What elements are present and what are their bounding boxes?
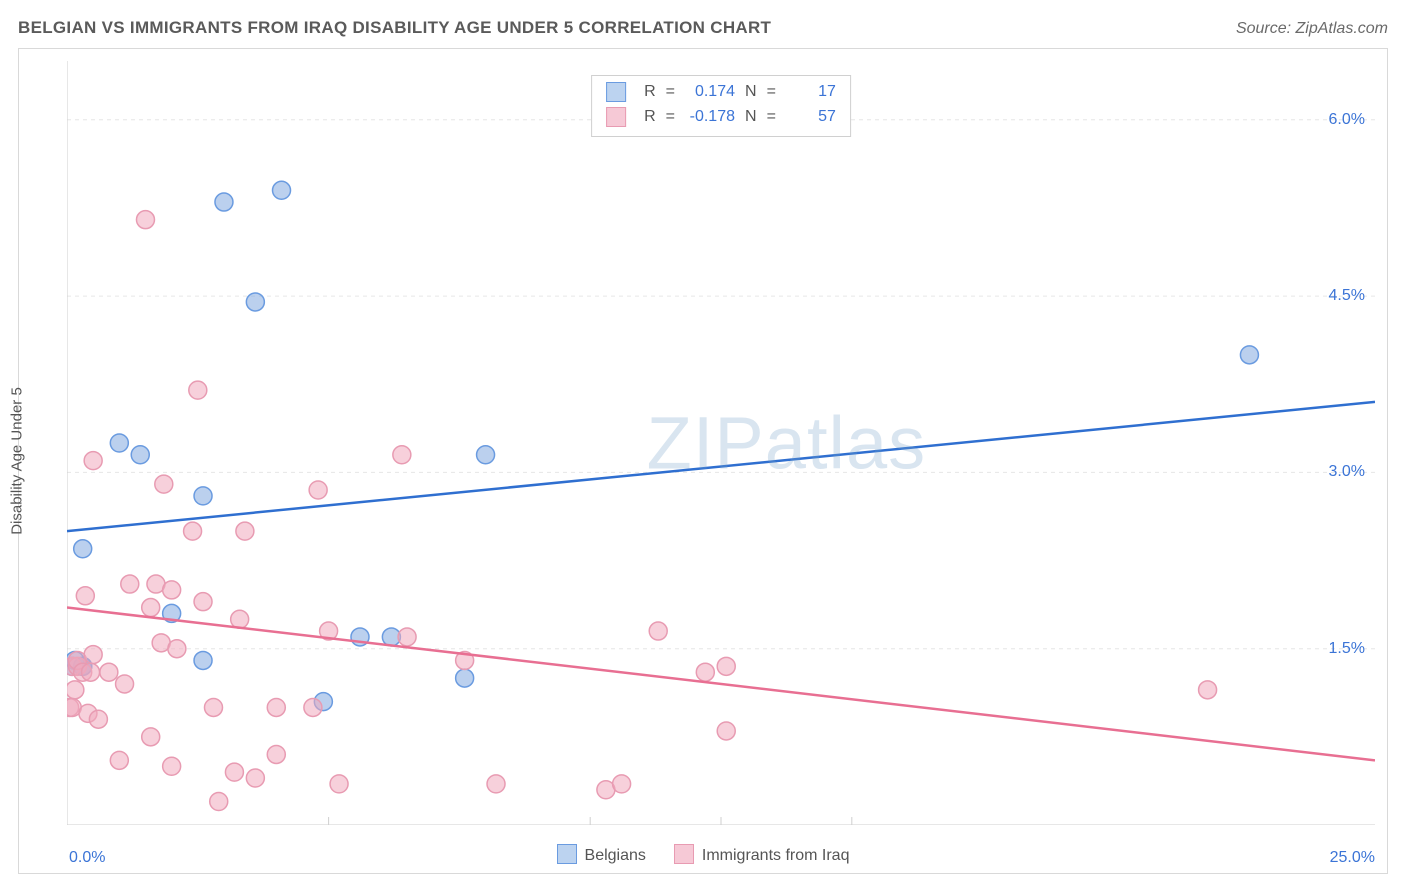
y-tick-label: 3.0% [1329, 463, 1365, 481]
y-tick-label: 4.5% [1329, 287, 1365, 305]
chart-source: Source: ZipAtlas.com [1236, 20, 1388, 38]
legend-label-iraq: Immigrants from Iraq [702, 847, 850, 864]
scatter-svg [67, 61, 1375, 825]
stats-row-belgians: R = 0.174 N = 17 [606, 80, 836, 105]
legend-swatch-belgians [557, 844, 577, 864]
legend-label-belgians: Belgians [585, 847, 646, 864]
y-tick-label: 6.0% [1329, 111, 1365, 129]
stat-n-value-iraq: 57 [786, 105, 836, 130]
legend-swatch-iraq [674, 844, 694, 864]
bottom-legend: Belgians Immigrants from Iraq [19, 844, 1387, 865]
stat-n-value-belgians: 17 [786, 80, 836, 105]
chart-title: BELGIAN VS IMMIGRANTS FROM IRAQ DISABILI… [18, 18, 771, 38]
swatch-iraq [606, 107, 626, 127]
stats-row-iraq: R = -0.178 N = 57 [606, 105, 836, 130]
stat-n-label: N [745, 80, 757, 105]
stat-r-value-iraq: -0.178 [685, 105, 735, 130]
stat-r-value-belgians: 0.174 [685, 80, 735, 105]
plot-area: ZIPatlas R = 0.174 N = 17 R = -0.178 N =… [67, 61, 1375, 825]
y-tick-label: 1.5% [1329, 640, 1365, 658]
stat-r-label: R [644, 80, 656, 105]
plot-container: Disability Age Under 5 ZIPatlas R = 0.17… [18, 48, 1388, 874]
y-axis-label: Disability Age Under 5 [9, 387, 26, 535]
swatch-belgians [606, 82, 626, 102]
legend-item-iraq: Immigrants from Iraq [674, 844, 850, 865]
legend-item-belgians: Belgians [557, 844, 646, 865]
chart-header: BELGIAN VS IMMIGRANTS FROM IRAQ DISABILI… [18, 18, 1388, 38]
stats-legend-box: R = 0.174 N = 17 R = -0.178 N = 57 [591, 75, 851, 137]
